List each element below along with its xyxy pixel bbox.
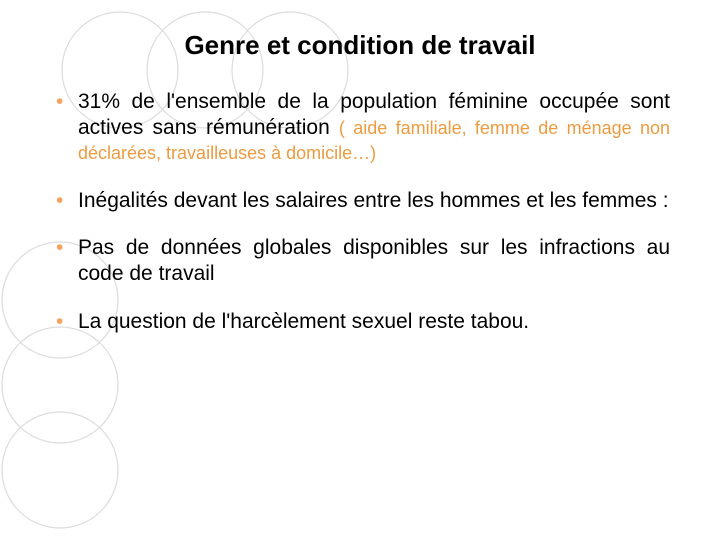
bullet-item-2: Inégalités devant les salaires entre les…	[50, 188, 670, 214]
bullet-2-text: Inégalités devant les salaires entre les…	[78, 189, 669, 212]
bullet-1-paren: (	[339, 118, 353, 138]
bullet-item-1: 31% de l'ensemble de la population fémin…	[50, 89, 670, 166]
bullet-item-3: Pas de données globales disponibles sur …	[50, 235, 670, 286]
bullet-item-4: La question de l'harcèlement sexuel rest…	[50, 309, 670, 335]
bullet-3-text: Pas de données globales disponibles sur …	[78, 236, 670, 285]
slide: Genre et condition de travail 31% de l'e…	[0, 0, 720, 540]
bullet-list: 31% de l'ensemble de la population fémin…	[50, 89, 670, 334]
slide-title: Genre et condition de travail	[50, 30, 670, 61]
bullet-4-text: La question de l'harcèlement sexuel rest…	[78, 310, 529, 333]
